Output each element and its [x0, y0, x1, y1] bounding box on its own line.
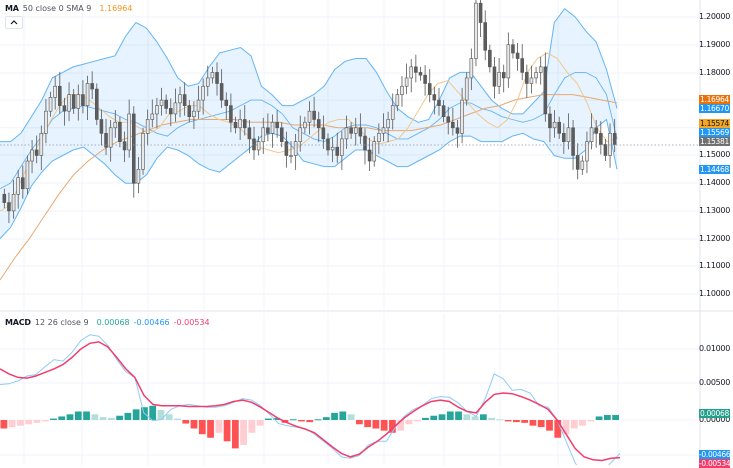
macd-value-tag: 0.00068 [699, 409, 730, 418]
macd-line-value: -0.00466 [133, 318, 170, 327]
collapse-legend-button[interactable] [5, 16, 23, 29]
price-tag: 1.15569 [699, 128, 730, 137]
price-axis-tick: 1.13000 [699, 206, 730, 215]
macd-legend-name: MACD [5, 318, 31, 327]
macd-value-tag: -0.00534 [699, 459, 731, 468]
chevron-up-icon [10, 18, 18, 27]
price-axis-tick: 1.20000 [699, 12, 730, 21]
price-axis-tick: 1.12000 [699, 234, 730, 243]
price-tag: 1.14468 [699, 165, 730, 174]
price-axis-tick: 1.14000 [699, 178, 730, 187]
macd-axis-tick: 0.01000 [699, 344, 730, 353]
ma-legend-params: 50 close 0 SMA 9 [22, 4, 92, 13]
price-tag: 1.15381 [699, 137, 730, 146]
price-tag: 1.16670 [699, 104, 730, 113]
price-axis-tick: 1.10000 [699, 289, 730, 298]
macd-axis-tick: 0.00500 [699, 378, 730, 387]
macd-signal-value: -0.00534 [173, 318, 210, 327]
price-axis-tick: 1.19000 [699, 40, 730, 49]
macd-histogram-value: 0.00068 [96, 318, 130, 327]
macd-legend[interactable]: MACD 12 26 close 9 0.00068 -0.00466 -0.0… [5, 318, 210, 327]
price-pane[interactable] [0, 0, 733, 312]
macd-axis-tick: 0.00000 [699, 415, 730, 424]
ma-legend-value: 1.16964 [99, 4, 133, 13]
ma-legend-name: MA [5, 4, 19, 13]
price-axis-tick: 1.15000 [699, 150, 730, 159]
price-tag: 1.15574 [699, 119, 730, 128]
price-axis-tick: 1.18000 [699, 68, 730, 77]
price-axis-tick: 1.11000 [699, 261, 730, 270]
price-tag: 1.16964 [699, 95, 730, 104]
macd-value-tag: -0.00466 [699, 450, 731, 459]
macd-legend-params: 12 26 close 9 [34, 318, 89, 327]
ma-legend[interactable]: MA 50 close 0 SMA 9 1.16964 [5, 4, 132, 13]
